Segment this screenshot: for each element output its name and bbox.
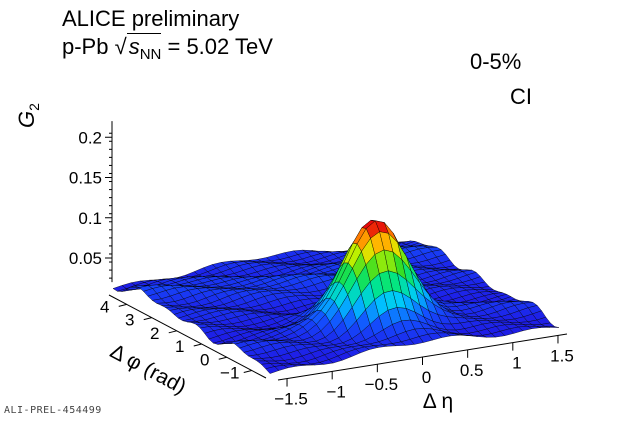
phi-axis-tick <box>218 356 227 360</box>
z-tick-label: 0.1 <box>78 209 102 228</box>
surface-mesh <box>112 219 560 374</box>
phi-tick-label: 3 <box>125 311 134 330</box>
phi-axis-tick <box>118 303 127 307</box>
collision-system-label: p-Pb √sNN = 5.02 TeV <box>62 33 273 63</box>
phi-tick-label: 1 <box>175 337 184 356</box>
sqrt-symbol: √ <box>114 34 127 59</box>
eta-tick-label: 1.5 <box>550 346 574 365</box>
phi-axis-line <box>108 294 267 379</box>
energy-variable: sNN <box>126 33 162 63</box>
eta-tick-label: 0 <box>422 368 431 387</box>
phi-axis-tick <box>168 330 177 334</box>
charge-combination-label: CI <box>510 84 532 109</box>
phi-axis-tick <box>243 369 252 373</box>
phi-tick-label: 0 <box>200 350 209 369</box>
eta-tick-label: −1 <box>326 382 345 401</box>
eta-tick-label: 0.5 <box>460 361 484 380</box>
system-name: p-Pb <box>62 34 109 59</box>
phi-tick-label: 2 <box>150 324 159 343</box>
centrality-label: 0-5% <box>470 49 522 74</box>
eta-axis-title: Δ η <box>423 390 453 413</box>
energy-value: = 5.02 TeV <box>167 34 273 59</box>
experiment-label: ALICE preliminary <box>62 6 240 31</box>
z-tick-label: 0.2 <box>78 128 102 147</box>
eta-tick-label: 1 <box>512 354 521 373</box>
phi-axis-tick <box>143 317 152 321</box>
eta-tick-label: −0.5 <box>365 375 399 394</box>
eta-tick-label: −1.5 <box>274 390 308 409</box>
phi-axis-tick <box>193 343 202 347</box>
phi-tick-label: 4 <box>100 297 109 316</box>
surface-cell <box>545 326 560 328</box>
z-axis-label: G2 <box>14 103 42 128</box>
z-tick-label: 0.05 <box>69 249 102 268</box>
z-tick-label: 0.15 <box>69 169 102 188</box>
preliminary-tag: ALI-PREL-454499 <box>4 405 102 416</box>
phi-tick-label: −1 <box>220 363 239 382</box>
